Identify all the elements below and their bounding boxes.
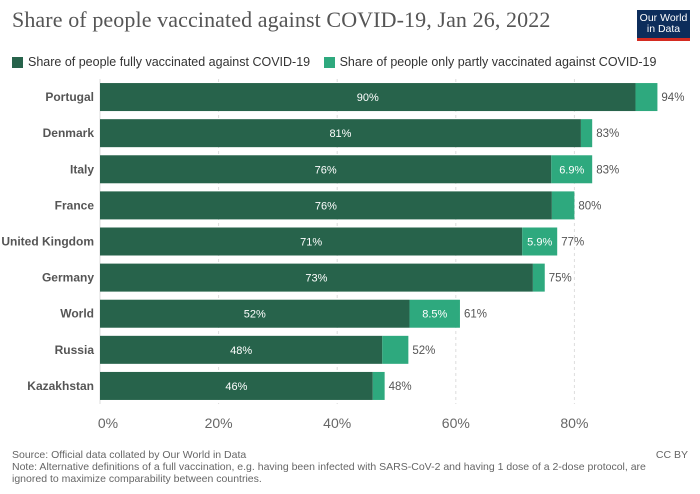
data-label-full: 90% (357, 92, 379, 104)
legend: Share of people fully vaccinated against… (12, 55, 666, 71)
category-label: Italy (70, 162, 94, 176)
bar-partly-vaccinated (372, 371, 385, 400)
x-tick-label: 20% (205, 415, 233, 431)
bar-fully-vaccinated (100, 371, 373, 400)
data-label-full: 48% (230, 345, 252, 357)
category-label: Russia (55, 343, 95, 357)
bar-partly-vaccinated (532, 263, 545, 292)
legend-label-full: Share of people fully vaccinated against… (28, 55, 311, 69)
data-label-full: 71% (300, 237, 322, 249)
data-label-total: 80% (578, 200, 601, 212)
category-label: Germany (42, 271, 94, 285)
data-label-full: 52% (244, 309, 266, 321)
data-label-total: 94% (661, 92, 684, 104)
logo-line1: Our World (639, 12, 688, 24)
bar-partly-vaccinated (635, 83, 658, 112)
data-label-full: 73% (305, 273, 327, 285)
bar-partly-vaccinated (551, 155, 593, 184)
bar-fully-vaccinated (100, 263, 533, 292)
bar-fully-vaccinated (100, 155, 552, 184)
data-label-total: 48% (389, 381, 412, 393)
legend-item-partial[interactable]: Share of people only partly vaccinated a… (323, 55, 657, 69)
bar-partly-vaccinated (551, 191, 575, 220)
bar-partly-vaccinated (382, 335, 409, 364)
bar-fully-vaccinated (100, 227, 523, 256)
data-label-total: 77% (561, 237, 584, 249)
data-label-full: 76% (315, 164, 337, 176)
logo-line2: in Data (646, 23, 681, 35)
bar-fully-vaccinated (100, 83, 636, 112)
data-label-total: 52% (412, 345, 435, 357)
data-label-partial: 8.5% (422, 309, 447, 321)
chart-title: Share of people vaccinated against COVID… (12, 7, 551, 32)
logo-accent-bar (637, 38, 690, 41)
category-label: Portugal (45, 90, 94, 104)
data-label-partial: 6.9% (559, 164, 584, 176)
data-label-full: 81% (329, 128, 351, 140)
category-label: Denmark (43, 126, 95, 140)
owid-logo[interactable]: Our World in Data (637, 10, 690, 41)
category-label: France (55, 198, 95, 212)
note-line-2: ignored to maximize comparability betwee… (12, 473, 262, 485)
bar-fully-vaccinated (100, 299, 410, 328)
data-label-total: 61% (464, 309, 487, 321)
legend-label-partial: Share of people only partly vaccinated a… (339, 55, 657, 69)
bar-fully-vaccinated (100, 119, 581, 148)
x-tick-label: 60% (442, 415, 470, 431)
category-label: United Kingdom (1, 235, 94, 249)
data-label-total: 83% (596, 128, 619, 140)
data-label-full: 46% (225, 381, 247, 393)
legend-swatch-partial (323, 56, 335, 68)
legend-item-full[interactable]: Share of people fully vaccinated against… (12, 55, 310, 69)
bar-fully-vaccinated (100, 335, 383, 364)
source-text: Source: Official data collated by Our Wo… (12, 449, 247, 461)
data-label-total: 83% (596, 164, 619, 176)
x-tick-label: 0% (98, 415, 118, 431)
bar-partly-vaccinated (580, 119, 593, 148)
x-tick-label: 80% (560, 415, 588, 431)
x-tick-label: 40% (323, 415, 351, 431)
data-label-total: 75% (549, 273, 572, 285)
note-line-1: Note: Alternative definitions of a full … (12, 461, 646, 473)
category-label: Kazakhstan (27, 379, 94, 393)
bar-partly-vaccinated (522, 227, 558, 256)
legend-swatch-full (12, 56, 23, 68)
bar-partly-vaccinated (409, 299, 460, 328)
license-link[interactable]: CC BY (655, 449, 688, 461)
category-label: World (60, 307, 94, 321)
bar-fully-vaccinated (100, 191, 552, 220)
data-label-partial: 5.9% (527, 237, 552, 249)
data-label-full: 76% (315, 200, 337, 212)
